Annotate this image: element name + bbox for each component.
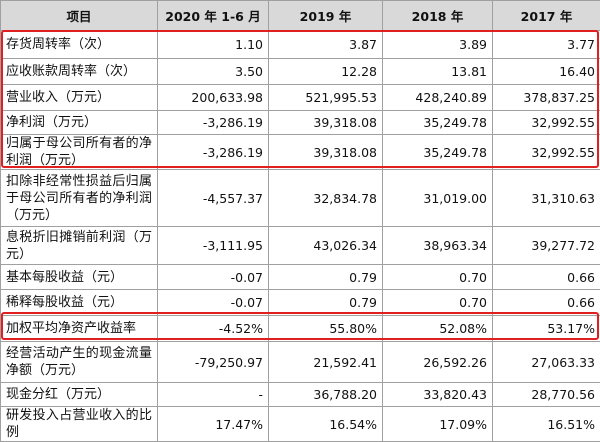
header-cell: 2017 年 [493, 1, 600, 31]
row-label: 存货周转率（次） [1, 31, 158, 59]
header-cell: 2020 年 1-6 月 [158, 1, 269, 31]
value-cell: 27,063.33 [493, 342, 600, 383]
value-cell: 0.79 [269, 265, 383, 290]
value-cell: 3.50 [158, 59, 269, 85]
value-cell: 55.80% [269, 316, 383, 342]
value-cell: 28,770.56 [493, 383, 600, 407]
value-cell: 39,277.72 [493, 227, 600, 265]
value-cell: -3,111.95 [158, 227, 269, 265]
row-label: 基本每股收益（元） [1, 265, 158, 290]
value-cell: -79,250.97 [158, 342, 269, 383]
value-cell: 200,633.98 [158, 85, 269, 111]
value-cell: 3.89 [383, 31, 493, 59]
table-row: 加权平均净资产收益率-4.52%55.80%52.08%53.17% [1, 316, 600, 342]
value-cell: -4,557.37 [158, 170, 269, 227]
header-cell: 项目 [1, 1, 158, 31]
value-cell: - [158, 383, 269, 407]
value-cell: -0.07 [158, 265, 269, 290]
row-label: 息税折旧摊销前利润（万元） [1, 227, 158, 265]
value-cell: 16.40 [493, 59, 600, 85]
value-cell: 521,995.53 [269, 85, 383, 111]
value-cell: 35,249.78 [383, 135, 493, 170]
value-cell: 43,026.34 [269, 227, 383, 265]
value-cell: 31,019.00 [383, 170, 493, 227]
value-cell: 3.87 [269, 31, 383, 59]
value-cell: 35,249.78 [383, 111, 493, 135]
row-label: 经营活动产生的现金流量净额（万元） [1, 342, 158, 383]
row-label: 净利润（万元） [1, 111, 158, 135]
value-cell: 33,820.43 [383, 383, 493, 407]
value-cell: 53.17% [493, 316, 600, 342]
value-cell: 17.09% [383, 407, 493, 442]
value-cell: 0.66 [493, 265, 600, 290]
value-cell: 12.28 [269, 59, 383, 85]
value-cell: -3,286.19 [158, 135, 269, 170]
value-cell: 16.54% [269, 407, 383, 442]
value-cell: 0.66 [493, 290, 600, 316]
row-label: 稀释每股收益（元） [1, 290, 158, 316]
value-cell: 31,310.63 [493, 170, 600, 227]
value-cell: 428,240.89 [383, 85, 493, 111]
value-cell: 36,788.20 [269, 383, 383, 407]
value-cell: -4.52% [158, 316, 269, 342]
value-cell: 32,834.78 [269, 170, 383, 227]
value-cell: 32,992.55 [493, 135, 600, 170]
value-cell: 21,592.41 [269, 342, 383, 383]
value-cell: 3.77 [493, 31, 600, 59]
row-label: 归属于母公司所有者的净利润（万元） [1, 135, 158, 170]
row-label: 营业收入（万元） [1, 85, 158, 111]
row-label: 加权平均净资产收益率 [1, 316, 158, 342]
value-cell: 39,318.08 [269, 111, 383, 135]
value-cell: 0.70 [383, 265, 493, 290]
value-cell: 26,592.26 [383, 342, 493, 383]
value-cell: 0.70 [383, 290, 493, 316]
value-cell: 38,963.34 [383, 227, 493, 265]
value-cell: 39,318.08 [269, 135, 383, 170]
value-cell: 0.79 [269, 290, 383, 316]
value-cell: 16.51% [493, 407, 600, 442]
value-cell: 1.10 [158, 31, 269, 59]
value-cell: 13.81 [383, 59, 493, 85]
value-cell: 17.47% [158, 407, 269, 442]
value-cell: -3,286.19 [158, 111, 269, 135]
row-label: 应收账款周转率（次） [1, 59, 158, 85]
row-label: 现金分红（万元） [1, 383, 158, 407]
row-label: 扣除非经常性损益后归属于母公司所有者的净利润（万元） [1, 170, 158, 227]
value-cell: 32,992.55 [493, 111, 600, 135]
row-label: 研发投入占营业收入的比例 [1, 407, 158, 442]
header-cell: 2018 年 [383, 1, 493, 31]
value-cell: 52.08% [383, 316, 493, 342]
value-cell: 378,837.25 [493, 85, 600, 111]
value-cell: -0.07 [158, 290, 269, 316]
header-cell: 2019 年 [269, 1, 383, 31]
